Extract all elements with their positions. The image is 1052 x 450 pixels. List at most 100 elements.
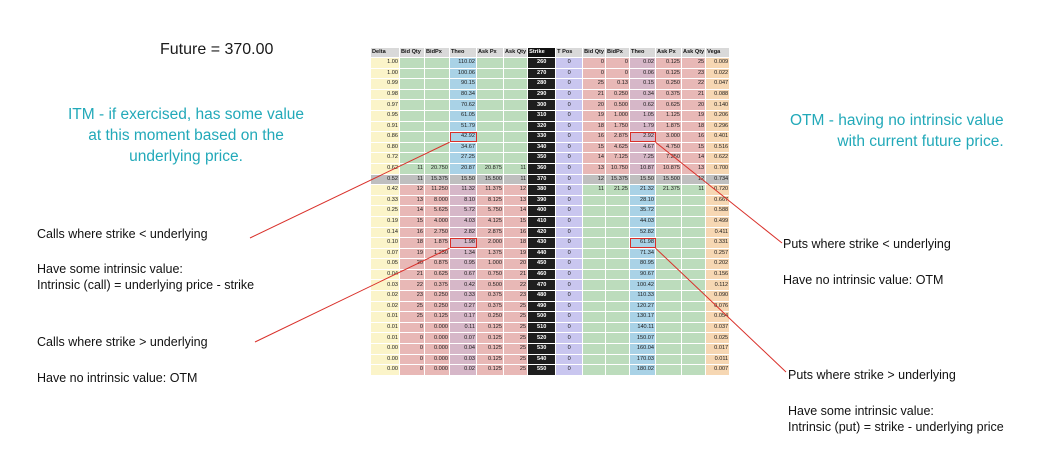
call-cell: 25 — [502, 300, 529, 313]
call-cell: 25 — [502, 311, 529, 323]
puts-itm-label: Puts where strike > underlying — [788, 368, 956, 382]
vega-cell: 0.112 — [705, 279, 731, 292]
tpos-cell: 0 — [555, 247, 584, 260]
table-row: 0.02 25 0.250 0.27 0.375 25 490 0 120.27 0.076 — [370, 300, 731, 313]
calls-otm-label: Calls where strike > underlying — [37, 335, 208, 349]
tpos-cell: 0 — [555, 343, 584, 355]
calls-otm-value-note: Have no intrinsic value: OTM — [37, 371, 198, 385]
itm-definition-note: ITM - if exercised, has some value at th… — [68, 104, 304, 167]
table-row: 1.00 100.06 270 0 0 0 0.06 0.125 23 0.022 — [370, 67, 731, 80]
vega-cell: 0.054 — [705, 311, 731, 323]
tpos-cell: 0 — [555, 321, 584, 334]
otm-note-line: with current future price. — [837, 133, 1004, 150]
call-cell: 25 — [502, 332, 529, 345]
tpos-cell: 0 — [555, 290, 584, 302]
tpos-cell: 0 — [555, 268, 584, 281]
table-row: 0.98 80.34 290 0 21 0.250 0.34 0.375 21 0.088 — [370, 88, 731, 101]
calls-itm-intrinsic-note: Have some intrinsic value: Intrinsic (ca… — [37, 261, 254, 293]
itm-note-line: underlying price. — [129, 148, 243, 165]
column-header: Vega — [705, 47, 731, 58]
put-cell — [681, 300, 707, 313]
put-cell — [681, 311, 707, 323]
call-cell: 25 — [502, 353, 529, 366]
table-row: 0.01 0 0.000 0.11 0.125 25 510 0 140.11 0.037 — [370, 321, 731, 334]
column-header: Ask Qty — [681, 47, 707, 58]
table-row: 0.62 11 20.750 20.87 20.875 11 360 0 13 10.750 10.… — [370, 162, 731, 175]
tpos-cell: 0 — [555, 332, 584, 345]
call-cell: 25 — [502, 364, 529, 376]
tpos-cell: 0 — [555, 311, 584, 323]
call-cell: 21 — [502, 268, 529, 281]
vega-cell: 0.076 — [705, 300, 731, 313]
call-cell: 20 — [502, 258, 529, 270]
column-header: Ask Qty — [502, 47, 529, 58]
note-line: Have some intrinsic value: — [37, 262, 183, 276]
put-cell — [681, 321, 707, 334]
note-line: Intrinsic (call) = underlying price - st… — [37, 278, 255, 292]
table-row: 0.33 13 8.000 8.10 8.125 13 390 0 28.10 0.667 — [370, 194, 731, 207]
otm-definition-note: OTM - having no intrinsic value with cur… — [790, 110, 1004, 152]
vega-cell: 0.156 — [705, 268, 731, 281]
put-cell — [681, 364, 707, 376]
put-cell — [681, 247, 707, 260]
put-cell — [681, 279, 707, 292]
pointer-line-calls-itm — [249, 141, 450, 239]
table-row: 0.04 21 0.625 0.67 0.750 21 460 0 90.67 0.156 — [370, 268, 731, 281]
note-line: Intrinsic (put) = strike - underlying pr… — [788, 420, 1004, 434]
put-cell — [681, 332, 707, 345]
puts-itm-intrinsic-note: Have some intrinsic value: Intrinsic (pu… — [788, 403, 1004, 435]
column-header: T Pos — [555, 47, 584, 58]
itm-note-line: ITM - if exercised, has some value — [68, 106, 305, 123]
puts-otm-label: Puts where strike < underlying — [783, 237, 951, 251]
table-row: 0.05 20 0.875 0.95 1.000 20 450 0 80.95 0.202 — [370, 258, 731, 270]
tpos-cell: 0 — [555, 279, 584, 292]
pointer-line-puts-itm — [655, 247, 787, 373]
table-row: 0.01 0 0.000 0.07 0.125 25 520 0 150.07 0.025 — [370, 332, 731, 345]
pointer-line-puts-otm — [655, 141, 783, 244]
vega-cell: 0.257 — [705, 247, 731, 260]
call-cell: 19 — [502, 247, 529, 260]
put-cell — [681, 353, 707, 366]
table-row: 0.02 23 0.250 0.33 0.375 23 480 0 110.33 0.090 — [370, 290, 731, 302]
table-row: 0.72 27.25 350 0 14 7.125 7.25 7.250 14 0.622 — [370, 152, 731, 164]
table-row: 0.52 11 15.375 15.50 15.500 11 370 0 12 15.375 15.… — [370, 173, 731, 186]
option-chain-table: Delta Bid Qty BidPx Theo Ask Px Ask Qty Strike… — [370, 47, 731, 376]
note-line: Have some intrinsic value: — [788, 404, 934, 418]
table-header-row: Delta Bid Qty BidPx Theo Ask Px Ask Qty Strike… — [370, 47, 731, 58]
call-cell: 22 — [502, 279, 529, 292]
vega-cell: 0.017 — [705, 343, 731, 355]
call-cell: 25 — [502, 321, 529, 334]
table-row: 0.00 0 0.000 0.04 0.125 25 530 0 160.04 0.017 — [370, 343, 731, 355]
call-cell: 23 — [502, 290, 529, 302]
put-cell — [681, 343, 707, 355]
table-row: 0.14 16 2.750 2.82 2.875 16 420 0 52.82 0.411 — [370, 226, 731, 239]
table-row: 0.00 0 0.000 0.03 0.125 25 540 0 170.03 0.011 — [370, 353, 731, 366]
table-row: 0.00 0 0.000 0.02 0.125 25 550 0 180.02 0.007 — [370, 364, 731, 376]
vega-cell: 0.007 — [705, 364, 731, 376]
tpos-cell: 0 — [555, 300, 584, 313]
tpos-cell: 0 — [555, 364, 584, 376]
table-row: 0.25 14 5.625 5.72 5.750 14 400 0 35.72 0.588 — [370, 205, 731, 217]
tpos-cell: 0 — [555, 258, 584, 270]
vega-cell: 0.037 — [705, 321, 731, 334]
calls-itm-label: Calls where strike < underlying — [37, 227, 208, 241]
table-row: 0.01 25 0.125 0.17 0.250 25 500 0 130.17 0.054 — [370, 311, 731, 323]
put-cell — [681, 268, 707, 281]
put-cell — [681, 258, 707, 270]
tpos-cell: 0 — [555, 353, 584, 366]
otm-note-line: OTM - having no intrinsic value — [790, 112, 1004, 129]
future-price-label: Future = 370.00 — [160, 41, 274, 58]
table-row: 0.95 61.05 310 0 19 1.000 1.05 1.125 19 0.206 — [370, 109, 731, 122]
pointer-line-calls-otm — [254, 247, 450, 343]
puts-otm-value-note: Have no intrinsic value: OTM — [783, 273, 944, 287]
vega-cell: 0.202 — [705, 258, 731, 270]
table-row: 1.00 110.02 260 0 0 0 0.02 0.125 25 0.009 — [370, 57, 731, 69]
call-cell: 25 — [502, 343, 529, 355]
itm-note-line: at this moment based on the — [88, 127, 284, 144]
table-body: 1.00 110.02 260 0 0 0 0.02 0.125 25 0.009 1.00 100.… — [370, 57, 731, 376]
table-row: 0.03 22 0.375 0.42 0.500 22 470 0 100.42 0.112 — [370, 279, 731, 292]
vega-cell: 0.011 — [705, 353, 731, 366]
vega-cell: 0.025 — [705, 332, 731, 345]
